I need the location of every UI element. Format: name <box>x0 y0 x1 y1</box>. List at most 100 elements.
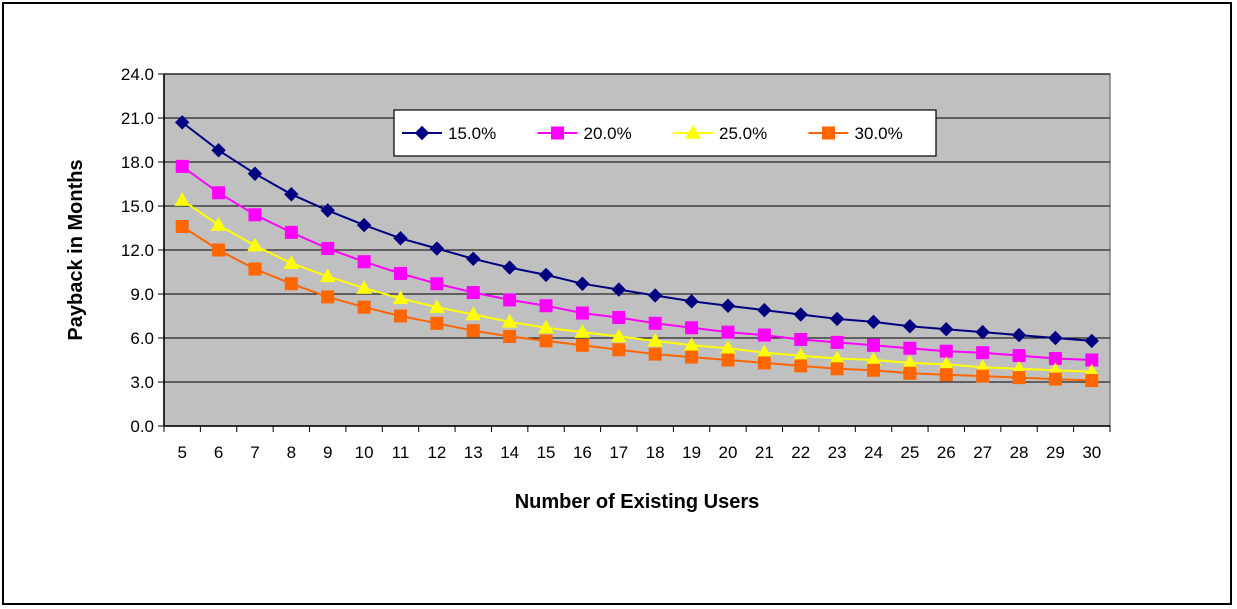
data-point <box>175 159 189 173</box>
data-point <box>575 338 589 352</box>
y-tick-label: 18.0 <box>121 153 154 172</box>
legend-swatch-marker <box>685 124 701 139</box>
data-point <box>648 347 662 361</box>
x-tick-label: 23 <box>828 443 847 462</box>
data-point <box>1048 372 1062 386</box>
data-point <box>612 343 626 357</box>
data-point <box>1048 330 1063 346</box>
data-point <box>430 277 444 291</box>
data-point <box>721 325 735 339</box>
x-tick-label: 9 <box>323 443 332 462</box>
data-point <box>866 314 881 330</box>
data-point <box>648 316 662 330</box>
data-point <box>248 262 262 276</box>
data-point <box>539 299 553 313</box>
x-tick-label: 16 <box>573 443 592 462</box>
legend-label: 20.0% <box>584 124 632 143</box>
data-point <box>830 362 844 376</box>
data-point <box>867 338 880 352</box>
legend-label: 25.0% <box>719 124 767 143</box>
y-tick-label: 21.0 <box>121 109 154 128</box>
x-axis-title: Number of Existing Users <box>515 491 760 513</box>
x-tick-label: 20 <box>719 443 738 462</box>
series-4 <box>175 220 1099 388</box>
data-point <box>356 217 372 233</box>
data-point <box>284 277 298 291</box>
data-point <box>939 321 954 337</box>
data-point <box>647 332 664 347</box>
data-point <box>757 302 772 318</box>
data-point <box>976 346 990 360</box>
data-point <box>356 280 372 294</box>
x-tick-label: 19 <box>682 443 701 462</box>
y-tick-label: 0.0 <box>130 417 154 436</box>
data-point <box>248 208 262 222</box>
data-point <box>867 363 880 377</box>
data-point <box>430 316 444 330</box>
data-point <box>247 237 263 252</box>
line-chart: 0.0 3.0 6.0 9.0 12.0 15.0 18.0 21.0 24.0 5 6 7 8 9 10… <box>65 65 1111 513</box>
x-tick-label: 28 <box>1010 443 1029 462</box>
data-point <box>503 293 517 307</box>
data-point <box>684 294 699 309</box>
x-tick-label: 17 <box>609 443 628 462</box>
y-tick-label: 12.0 <box>121 241 154 260</box>
x-tick-label: 27 <box>973 443 992 462</box>
data-point <box>429 299 445 313</box>
legend-entry: 30.0% <box>808 124 903 143</box>
data-point <box>757 328 771 342</box>
data-point <box>939 344 953 358</box>
x-tick-label: 7 <box>250 443 259 462</box>
data-point <box>174 192 191 206</box>
data-point <box>1085 374 1099 388</box>
data-point <box>466 251 481 267</box>
data-point <box>319 268 336 283</box>
data-point <box>212 243 226 257</box>
x-tick-label: 18 <box>646 443 665 462</box>
x-tick-label: 13 <box>464 443 483 462</box>
data-point <box>1084 333 1100 349</box>
y-tick-label: 3.0 <box>130 373 154 392</box>
data-point <box>794 332 808 346</box>
data-point <box>647 288 663 303</box>
data-point <box>574 324 591 338</box>
data-point <box>357 300 371 314</box>
data-point <box>393 231 408 246</box>
data-point <box>903 366 917 380</box>
data-point <box>321 290 335 304</box>
x-axis-ticks: 5 6 7 8 9 10 11 12 13 14 15 16 17 18 19 20 21 22 23 24 25 26 2… <box>163 426 1111 462</box>
series-3 <box>174 192 1100 378</box>
series-line <box>181 199 1092 373</box>
y-tick-label: 15.0 <box>121 197 154 216</box>
gridlines <box>164 73 1110 383</box>
legend-entry: 20.0% <box>537 124 632 143</box>
data-point <box>174 115 190 130</box>
x-tick-label: 8 <box>287 443 296 462</box>
data-point <box>210 217 227 231</box>
legend-swatch-marker <box>414 125 430 141</box>
data-point <box>466 324 480 338</box>
x-tick-label: 14 <box>500 443 519 462</box>
data-point <box>321 242 335 256</box>
data-point <box>794 359 808 373</box>
data-point <box>610 328 627 343</box>
data-point <box>685 350 699 364</box>
x-tick-label: 24 <box>864 443 883 462</box>
series-1 <box>174 115 1100 349</box>
x-tick-label: 26 <box>937 443 956 462</box>
data-point <box>211 143 226 158</box>
data-point <box>685 321 699 335</box>
data-point <box>283 255 300 269</box>
data-point <box>757 356 771 370</box>
data-point <box>284 225 298 239</box>
data-point <box>320 203 335 218</box>
data-point <box>466 286 480 300</box>
data-point <box>392 290 409 305</box>
data-point <box>429 241 445 256</box>
series-2 <box>175 159 1099 367</box>
x-tick-label: 5 <box>177 443 186 462</box>
data-point <box>394 309 407 323</box>
x-tick-label: 29 <box>1046 443 1065 462</box>
data-point <box>902 319 918 334</box>
